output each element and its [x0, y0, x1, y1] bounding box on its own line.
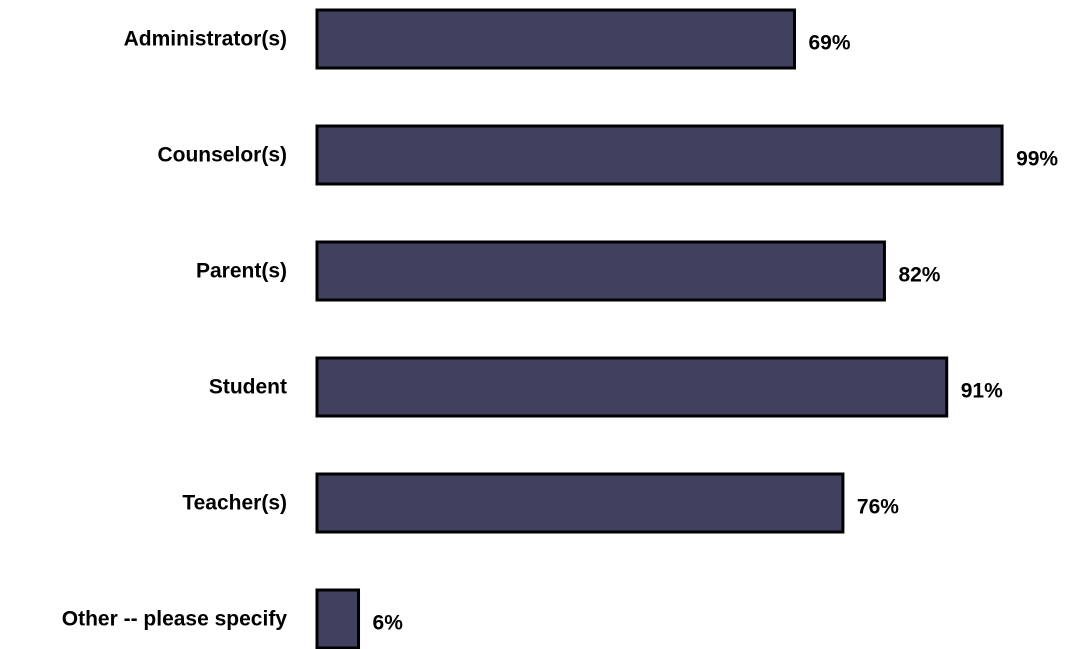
category-label: Student — [209, 376, 287, 399]
bar-2 — [315, 240, 886, 302]
value-label: 6% — [373, 612, 404, 635]
bar-4 — [315, 472, 845, 534]
value-label: 82% — [898, 264, 940, 287]
category-label: Other -- please specify — [62, 608, 288, 631]
bar-3 — [315, 356, 949, 418]
value-label: 76% — [857, 496, 899, 519]
value-label: 99% — [1016, 148, 1058, 171]
value-label: 69% — [808, 32, 850, 55]
category-label: Teacher(s) — [182, 492, 287, 515]
category-label: Counselor(s) — [157, 144, 287, 167]
value-label: 91% — [961, 380, 1003, 403]
bar-5 — [315, 588, 361, 649]
category-label: Parent(s) — [196, 260, 287, 283]
category-label: Administrator(s) — [124, 28, 287, 51]
bar-1 — [315, 124, 1004, 186]
bars-group: Administrator(s) 69% Counselor(s) 99% Parent… — [62, 8, 1058, 649]
bar-0 — [315, 8, 796, 70]
